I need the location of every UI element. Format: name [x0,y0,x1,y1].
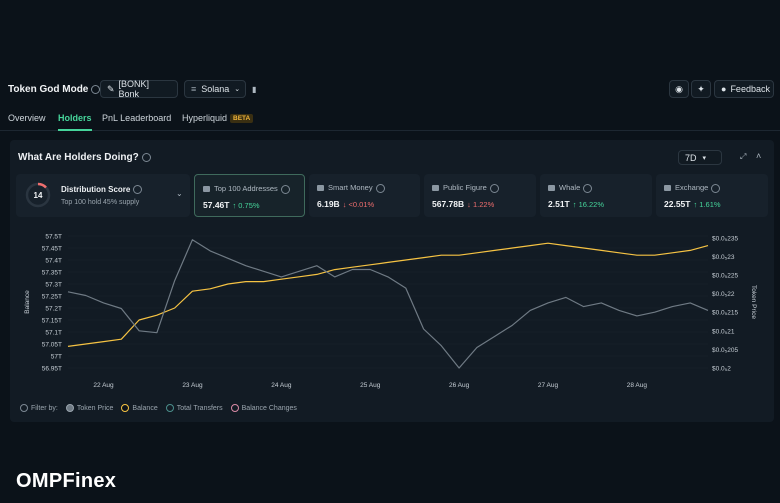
y2-tick-label: $0.0₅23 [712,254,735,261]
tab-bar: Overview Holders PnL Leaderboard Hyperli… [0,110,780,131]
x-tick-label: 26 Aug [449,382,470,389]
x-tick-label: 24 Aug [271,382,292,389]
y-tick-label: 57.05T [42,342,62,349]
beta-badge: BETA [230,114,254,124]
score-value: 14 [34,191,43,200]
y-tick-label: 57.25T [42,294,62,301]
distribution-subtitle: Top 100 hold 45% supply [61,199,140,206]
distribution-score-card[interactable]: 14 Distribution Score Top 100 hold 45% s… [16,174,190,217]
filter-icon [20,404,28,412]
pin-icon[interactable]: ✦ [691,80,711,98]
filter-label: Filter by: [20,404,58,412]
info-icon[interactable] [91,84,101,94]
info-icon[interactable] [141,152,151,162]
chevron-down-icon[interactable]: ⌄ [176,189,183,198]
legend-total-transfers[interactable]: Total Transfers [165,404,223,412]
y2-tick-label: $0.0₅235 [712,235,738,242]
legend-balance-changes[interactable]: Balance Changes [230,404,297,412]
x-tick-label: 25 Aug [360,382,381,389]
card-whale[interactable]: Whale 2.51T ↑ 16.22% [540,174,652,217]
collapse-icon[interactable]: ˄ [756,151,762,161]
legend-swatch [165,404,174,412]
chain-selector[interactable]: ≡ Solana ⌄ [184,80,246,98]
feedback-button[interactable]: ● Feedback [714,80,774,98]
info-icon [583,183,593,193]
y2-tick-label: $0.0₅225 [712,273,738,280]
y-tick-label: 57.45T [42,246,62,253]
y2-axis-title: Token Price [750,285,757,319]
y2-tick-label: $0.0₅21 [712,328,735,335]
header-bar: Token God Mode ✎ [BONK] Bonk ≡ Solana ⌄ ▮ ◉… [0,78,780,104]
legend-swatch [65,404,74,412]
brain-icon [317,185,324,192]
list-icon [203,186,210,193]
card-public-figure[interactable]: Public Figure 567.78B ↓ 1.22% [424,174,536,217]
y-tick-label: 57.35T [42,270,62,277]
expand-icon[interactable]: ⤢ [740,152,747,161]
y2-tick-label: $0.0₅22 [712,291,735,298]
copy-icon[interactable]: ▮ [252,85,257,94]
info-icon [280,184,290,194]
card-smart-money[interactable]: Smart Money 6.19B ↓ <0.01% [309,174,420,217]
legend-token-price[interactable]: Token Price [65,404,113,412]
info-icon [375,183,385,193]
x-tick-label: 28 Aug [627,382,648,389]
y-tick-label: 57T [51,354,62,361]
watermark-logo: OMPFinex [16,470,117,492]
y-tick-label: 56.95T [42,366,62,373]
y2-tick-label: $0.0₅215 [712,310,738,317]
series-line-balance [67,242,709,347]
holders-panel: What Are Holders Doing? 7D ▾ ⤢ ˄ 14 Distr… [10,140,774,422]
tab-holders[interactable]: Holders [58,113,92,131]
series-line-token-price [67,239,709,369]
card-exchange[interactable]: Exchange 22.55T ↑ 1.61% [656,174,768,217]
legend-balance[interactable]: Balance [121,404,158,412]
y-tick-label: 57.2T [45,306,62,313]
holders-chart[interactable]: 56.95T 57T 57.05T 57.1T 57.15T 57.2T 57.25T 57.… [10,230,774,390]
legend-swatch [230,404,239,412]
y2-tick-label: $0.0₅205 [712,347,738,354]
period-dropdown[interactable]: 7D ▾ [678,150,722,165]
pencil-icon: ✎ [107,83,115,94]
info-icon [489,183,499,193]
y-tick-label: 57.4T [45,258,62,265]
whale-icon [548,185,555,192]
y-axis-title: Balance [24,290,31,314]
info-icon [711,183,721,193]
chat-icon: ● [721,84,727,94]
distribution-title: Distribution Score [61,185,143,195]
page-title: Token God Mode [8,84,101,95]
y-tick-label: 57.3T [45,282,62,289]
x-tick-label: 27 Aug [538,382,559,389]
x-tick-label: 23 Aug [182,382,203,389]
token-selector[interactable]: ✎ [BONK] Bonk [100,79,178,99]
tab-overview[interactable]: Overview [8,113,46,123]
x-tick-label: 22 Aug [93,382,114,389]
megaphone-icon [432,185,439,192]
tab-pnl-leaderboard[interactable]: PnL Leaderboard [102,113,172,123]
bank-icon [664,185,671,192]
info-icon[interactable] [133,185,143,195]
y2-tick-label: $0.0₅2 [712,366,731,373]
chevron-down-icon: ⌄ [234,86,241,93]
solana-icon: ≡ [191,84,197,94]
score-gauge: 14 [25,182,51,208]
panel-title: What Are Holders Doing? [18,152,151,163]
chart-legend: Filter by: Token Price Balance Total Tra… [20,404,297,412]
eye-icon[interactable]: ◉ [669,80,689,98]
y-tick-label: 57.1T [45,330,62,337]
y-tick-label: 57.5T [45,234,62,241]
legend-swatch [121,404,130,412]
chevron-down-icon: ▾ [702,154,707,162]
tab-hyperliquid[interactable]: Hyperliquid BETA [182,113,254,124]
card-top-100[interactable]: Top 100 Addresses 57.46T ↑ 0.75% [194,174,305,217]
y-tick-label: 57.15T [42,318,62,325]
